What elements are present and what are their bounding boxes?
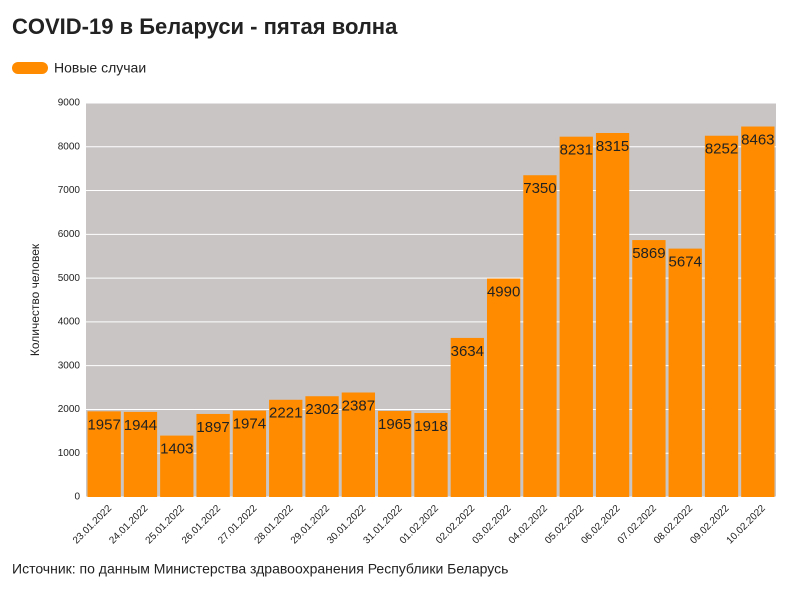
y-tick-label: 2000: [58, 404, 81, 415]
data-label: 8252: [705, 141, 738, 158]
data-label: 4990: [487, 284, 520, 301]
y-tick-label: 1000: [58, 448, 81, 459]
data-label: 7350: [523, 180, 556, 197]
legend-swatch: [12, 62, 48, 74]
data-label: 1957: [87, 416, 120, 433]
bar: [559, 136, 593, 498]
bar: [450, 337, 484, 497]
y-tick-label: 3000: [58, 360, 81, 371]
bar: [523, 175, 557, 497]
bar: [123, 411, 158, 497]
bar: [595, 132, 630, 497]
bar: [378, 410, 412, 497]
y-tick-label: 9000: [58, 98, 81, 109]
y-axis-label: Количество человек: [28, 243, 42, 356]
legend-label: Новые случаи: [54, 60, 146, 76]
y-tick-label: 7000: [58, 185, 81, 196]
data-label: 5674: [669, 254, 702, 271]
bar: [486, 278, 521, 497]
y-tick-label: 5000: [58, 273, 81, 284]
data-label: 1944: [124, 417, 157, 434]
source-note: Источник: по данным Министерства здравоо…: [12, 561, 508, 577]
data-label: 2221: [269, 405, 302, 422]
bar: [196, 413, 230, 497]
data-label: 1974: [233, 416, 266, 433]
bar: [232, 410, 267, 497]
y-tick-label: 4000: [58, 317, 81, 328]
bar: [668, 248, 702, 497]
bar: [704, 135, 739, 497]
data-label: 2302: [305, 401, 338, 418]
data-label: 8463: [741, 131, 774, 148]
bar: [341, 392, 376, 497]
y-tick-label: 6000: [58, 229, 81, 240]
data-label: 5869: [632, 245, 665, 262]
data-label: 8231: [560, 142, 593, 159]
bar: [269, 399, 303, 497]
bar: [741, 126, 775, 497]
data-label: 1965: [378, 416, 411, 433]
data-label: 2387: [342, 397, 375, 414]
y-tick-label: 8000: [58, 141, 81, 152]
data-label: 8315: [596, 138, 629, 155]
y-tick-label: 0: [74, 492, 80, 503]
bar: [87, 411, 121, 497]
data-label: 3634: [451, 343, 484, 360]
bar: [414, 413, 448, 497]
bar: [632, 240, 666, 497]
data-label: 1897: [196, 419, 229, 436]
bar: [305, 396, 339, 497]
x-tick-label: 10.02.2022: [725, 503, 768, 546]
data-label: 1403: [160, 441, 193, 458]
data-label: 1918: [414, 418, 447, 435]
chart-title: COVID-19 в Беларуси - пятая волна: [12, 14, 398, 39]
bar: [160, 435, 194, 497]
